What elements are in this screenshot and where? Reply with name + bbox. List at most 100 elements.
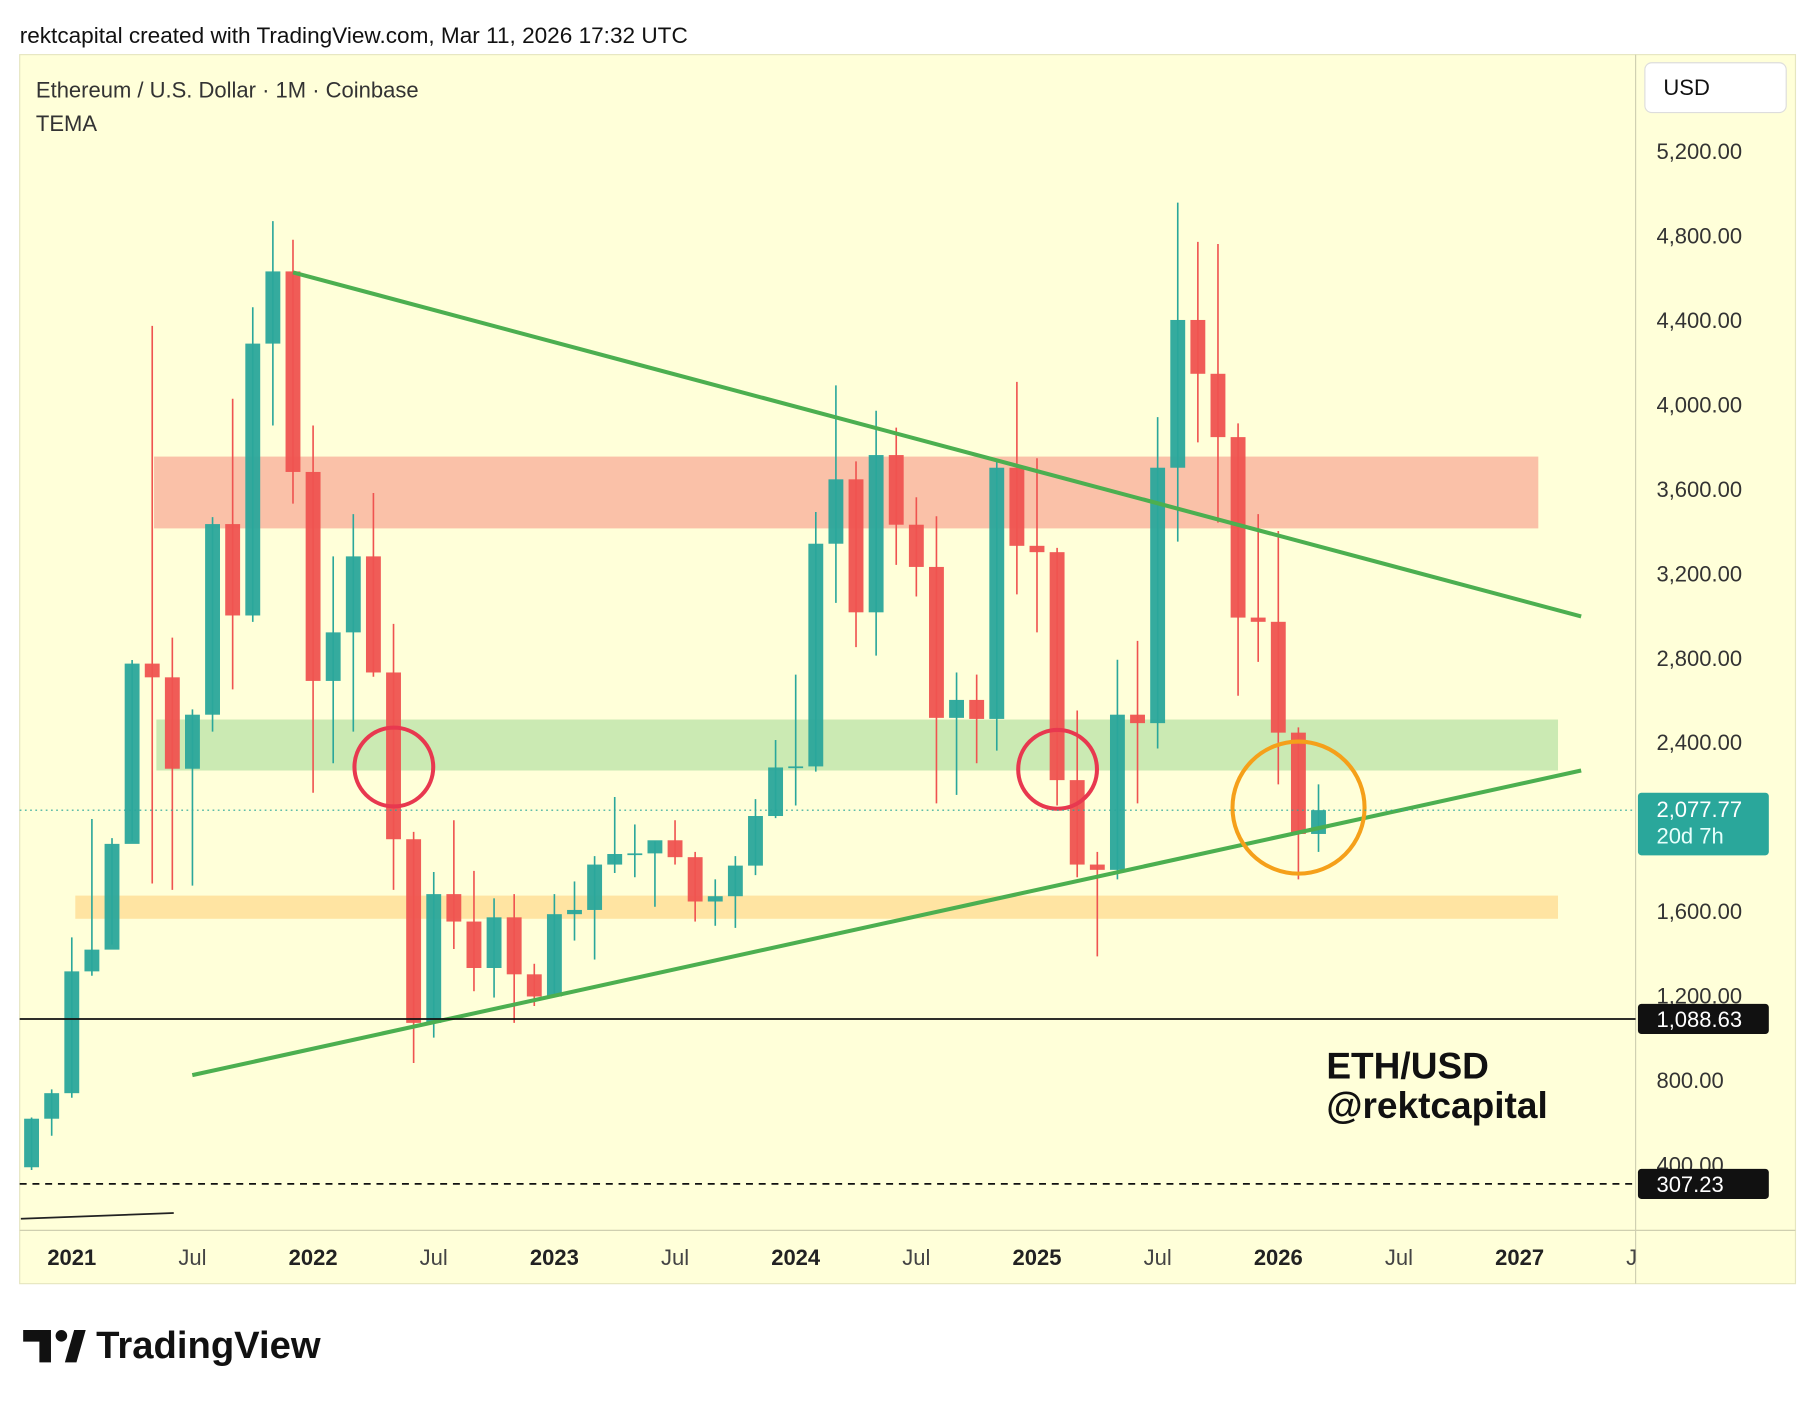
candle-body [587,864,603,910]
y-tick-label: 4,800.00 [1656,224,1742,249]
x-tick-label: 2024 [771,1245,821,1270]
last-price-label: 2,077.77 [1656,797,1742,822]
candle-body [667,840,683,858]
y-tick-label: 800.00 [1656,1068,1723,1093]
candle-body [345,556,361,633]
candle-body [205,524,220,715]
candle-body [929,566,944,718]
candle-body [607,854,623,865]
candle-body [104,843,120,950]
candle-body [245,343,261,616]
highlight-circle [352,725,436,809]
countdown-label: 20d 7h [1656,824,1723,849]
candle-body [1210,373,1226,438]
candle-body [1109,714,1125,870]
y-tick-label: 2,800.00 [1656,646,1742,671]
candle-body [124,663,140,844]
indicator-label: TEMA [36,111,97,136]
x-tick-label: 2022 [289,1245,338,1270]
logo-text: TradingView [96,1324,321,1367]
price-label: 1,088.63 [1656,1007,1742,1032]
price-label-box [1637,1168,1769,1199]
candle-body [84,949,100,972]
chart-title: Ethereum / U.S. Dollar · 1M · Coinbase [36,77,419,102]
candle-body [526,974,542,997]
candle-body [1290,732,1306,834]
candle-body [828,479,844,544]
x-tick-label: 2026 [1254,1245,1303,1270]
candle-body [386,672,401,840]
candle-body [969,699,985,719]
candle-body [365,556,381,673]
candle-body [647,840,663,854]
x-tick-label: 2023 [530,1245,579,1270]
x-tick-label: 2021 [47,1245,96,1270]
price-label-box [1637,1003,1769,1035]
x-tick-label: Jul [1626,1245,1654,1270]
candle-body [989,467,1005,719]
tema-line [20,1212,174,1220]
trendline-upper [292,270,1582,619]
y-tick-label: 2,400.00 [1656,730,1742,755]
candle-body [687,857,703,902]
candle-body [406,839,422,1023]
x-tick-label: Jul [1385,1245,1413,1270]
x-tick-label: Jul [1144,1245,1172,1270]
x-tick-label: 2025 [1013,1245,1062,1270]
candle-body [707,896,723,902]
x-tick-label: Jul [902,1245,930,1270]
candle-body [1270,621,1286,733]
candle-body [1250,617,1266,622]
candle-body [486,917,502,968]
lower-zone [75,895,1559,919]
candle-body [1029,545,1045,553]
resistance-zone [154,456,1539,529]
x-tick-label: Jul [661,1245,689,1270]
candle-body [727,865,743,897]
candle-body [1049,552,1065,781]
candle-body [305,471,321,681]
price-label: 307.23 [1656,1172,1723,1197]
y-tick-label: 3,600.00 [1656,477,1742,502]
last-price-box [1637,792,1769,856]
highlight-circle [1016,727,1099,811]
candle-body [768,767,784,817]
candle-body [265,271,281,344]
candle-body [466,921,482,968]
x-tick-label: Jul [420,1245,448,1270]
highlight-circle [1230,739,1367,876]
candle-body [949,699,965,718]
y-tick-label: 3,200.00 [1656,561,1742,586]
x-axis: 2021 Jul 2022 Jul 2023 Jul 2024 Jul 2025 Jul 2026 J… [47,1245,1654,1270]
candle-body [788,766,804,769]
candle-body [567,909,582,915]
trendline-lower [191,768,1582,1078]
candle-body [1009,467,1025,546]
candle-body [446,894,462,922]
candle-body [848,479,864,613]
y-tick-label: 4,000.00 [1656,393,1742,418]
candle-body [64,971,80,1094]
candle-body [24,1118,40,1168]
candle-body [285,271,301,472]
candle-body [908,524,924,567]
candle-body [1150,467,1166,724]
candle-body [1089,864,1105,870]
candle-body [426,894,442,1023]
candle-body [185,714,200,769]
candle-body [325,632,341,681]
candle-body [1230,437,1246,618]
candle-body [506,917,522,975]
logo-icon [23,1329,86,1363]
x-tick-label: Jul [178,1245,206,1270]
header: rektcapital created with TradingView.com… [20,23,688,48]
candle-body [888,455,904,525]
watermark: @rektcapital [1326,1084,1547,1126]
candle-body [144,663,160,678]
x-tick-label: 2027 [1495,1245,1544,1270]
candle-body [1069,780,1085,865]
candle-body [1190,319,1206,374]
y-tick-label: 4,400.00 [1656,308,1742,333]
